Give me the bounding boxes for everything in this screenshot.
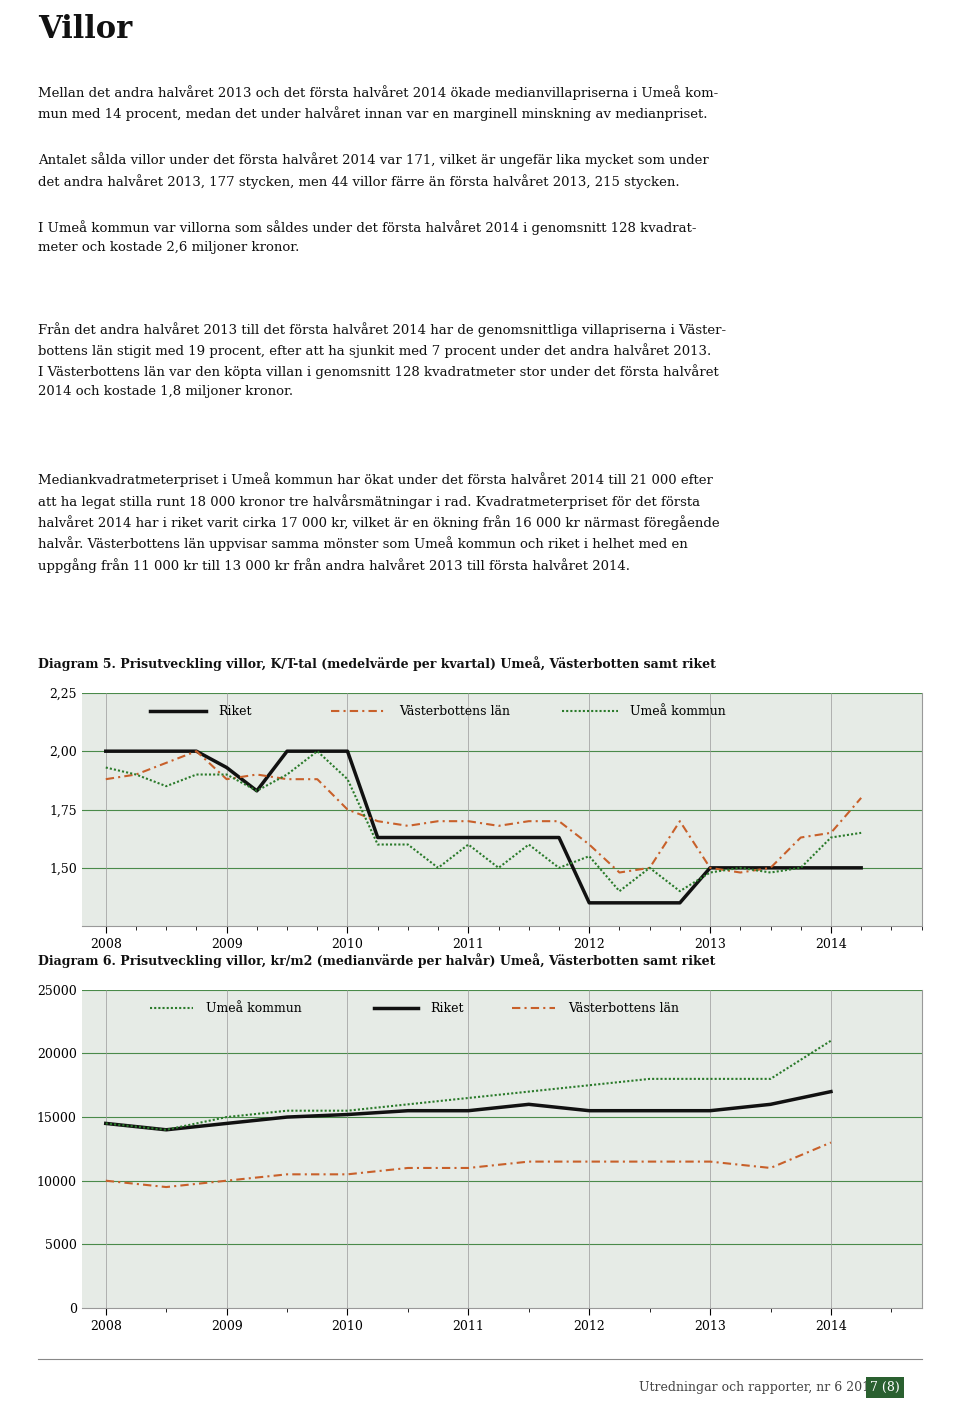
Text: Mediankvadratmeterpriset i Umeå kommun har ökat under det första halvåret 2014 t: Mediankvadratmeterpriset i Umeå kommun h… xyxy=(38,472,720,573)
Text: Riket: Riket xyxy=(430,1001,464,1015)
Text: Från det andra halvåret 2013 till det första halvåret 2014 har de genomsnittliga: Från det andra halvåret 2013 till det fö… xyxy=(38,321,727,397)
Text: Västerbottens län: Västerbottens län xyxy=(567,1001,679,1015)
Text: Umeå kommun: Umeå kommun xyxy=(206,1001,301,1015)
Text: Antalet sålda villor under det första halvåret 2014 var 171, vilket är ungefär l: Antalet sålda villor under det första ha… xyxy=(38,153,709,189)
Text: Mellan det andra halvåret 2013 och det första halvåret 2014 ökade medianvillapri: Mellan det andra halvåret 2013 och det f… xyxy=(38,85,719,122)
Text: Diagram 5. Prisutveckling villor, K/T-tal (medelvärde per kvartal) Umeå, Västerb: Diagram 5. Prisutveckling villor, K/T-ta… xyxy=(38,656,716,672)
Text: 7 (8): 7 (8) xyxy=(870,1380,900,1394)
Text: Riket: Riket xyxy=(219,704,252,718)
Text: Västerbottens län: Västerbottens län xyxy=(399,704,511,718)
Text: Utredningar och rapporter, nr 6 2014: Utredningar och rapporter, nr 6 2014 xyxy=(639,1380,878,1394)
Text: Umeå kommun: Umeå kommun xyxy=(630,704,726,718)
Text: Villor: Villor xyxy=(38,14,132,45)
Text: Diagram 6. Prisutveckling villor, kr/m2 (medianvärde per halvår) Umeå, Västerbot: Diagram 6. Prisutveckling villor, kr/m2 … xyxy=(38,953,716,969)
Text: I Umeå kommun var villorna som såldes under det första halvåret 2014 i genomsnit: I Umeå kommun var villorna som såldes un… xyxy=(38,221,697,253)
